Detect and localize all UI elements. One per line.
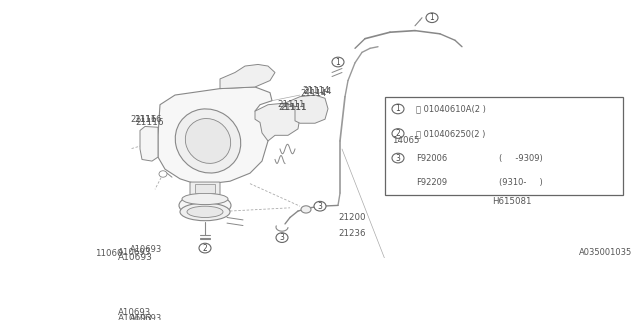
Polygon shape: [158, 87, 272, 184]
Text: 21236: 21236: [338, 229, 365, 238]
Text: 2: 2: [203, 244, 207, 252]
Text: 21116: 21116: [135, 118, 164, 127]
Polygon shape: [220, 64, 275, 89]
Text: 21114: 21114: [302, 86, 330, 95]
Text: 21111: 21111: [277, 100, 305, 109]
Circle shape: [332, 57, 344, 67]
Circle shape: [159, 171, 167, 177]
Text: A035001035: A035001035: [579, 248, 632, 257]
Text: 2: 2: [396, 129, 401, 138]
Text: 21114: 21114: [303, 87, 332, 96]
Ellipse shape: [186, 118, 230, 164]
Text: A10693: A10693: [118, 253, 153, 262]
Text: 14065: 14065: [392, 136, 419, 146]
Text: 3: 3: [280, 233, 284, 242]
Polygon shape: [255, 103, 300, 141]
Text: (9310-     ): (9310- ): [499, 178, 543, 187]
Circle shape: [314, 201, 326, 211]
Text: H615081: H615081: [492, 197, 531, 206]
Text: 3: 3: [317, 202, 323, 211]
Circle shape: [426, 13, 438, 22]
Polygon shape: [140, 126, 158, 161]
Circle shape: [392, 129, 404, 138]
Text: A10693: A10693: [130, 245, 163, 254]
Text: 21114: 21114: [300, 89, 326, 98]
Text: A10693: A10693: [118, 314, 153, 320]
Text: 21111: 21111: [278, 103, 307, 112]
Ellipse shape: [301, 206, 311, 213]
Bar: [385, 97, 623, 195]
Text: A10693: A10693: [118, 248, 151, 257]
Text: 1: 1: [396, 104, 401, 113]
Text: 21111: 21111: [280, 103, 307, 112]
Ellipse shape: [187, 206, 223, 218]
Text: 3: 3: [396, 154, 401, 163]
FancyBboxPatch shape: [190, 182, 220, 195]
Ellipse shape: [182, 193, 228, 204]
Ellipse shape: [180, 203, 230, 221]
Ellipse shape: [179, 194, 231, 217]
Ellipse shape: [175, 109, 241, 173]
Text: F92006: F92006: [416, 154, 447, 163]
Text: Ⓑ 01040610A(2 ): Ⓑ 01040610A(2 ): [416, 104, 486, 113]
Text: 11060: 11060: [95, 249, 122, 258]
Circle shape: [276, 233, 288, 243]
Text: A10693: A10693: [130, 314, 163, 320]
Text: 1: 1: [335, 58, 340, 67]
Circle shape: [392, 153, 404, 163]
Text: 21116: 21116: [134, 115, 161, 124]
Text: Ⓑ 010406250(2 ): Ⓑ 010406250(2 ): [416, 129, 485, 138]
Text: 21200: 21200: [338, 213, 365, 222]
Text: A10693: A10693: [118, 308, 151, 317]
Text: F92209: F92209: [416, 178, 447, 187]
Text: (     -9309): ( -9309): [499, 154, 543, 163]
Text: 21116: 21116: [130, 115, 156, 124]
Circle shape: [392, 104, 404, 114]
Bar: [195, 184, 215, 193]
Circle shape: [199, 243, 211, 253]
Polygon shape: [285, 95, 328, 123]
Text: 1: 1: [429, 13, 435, 22]
